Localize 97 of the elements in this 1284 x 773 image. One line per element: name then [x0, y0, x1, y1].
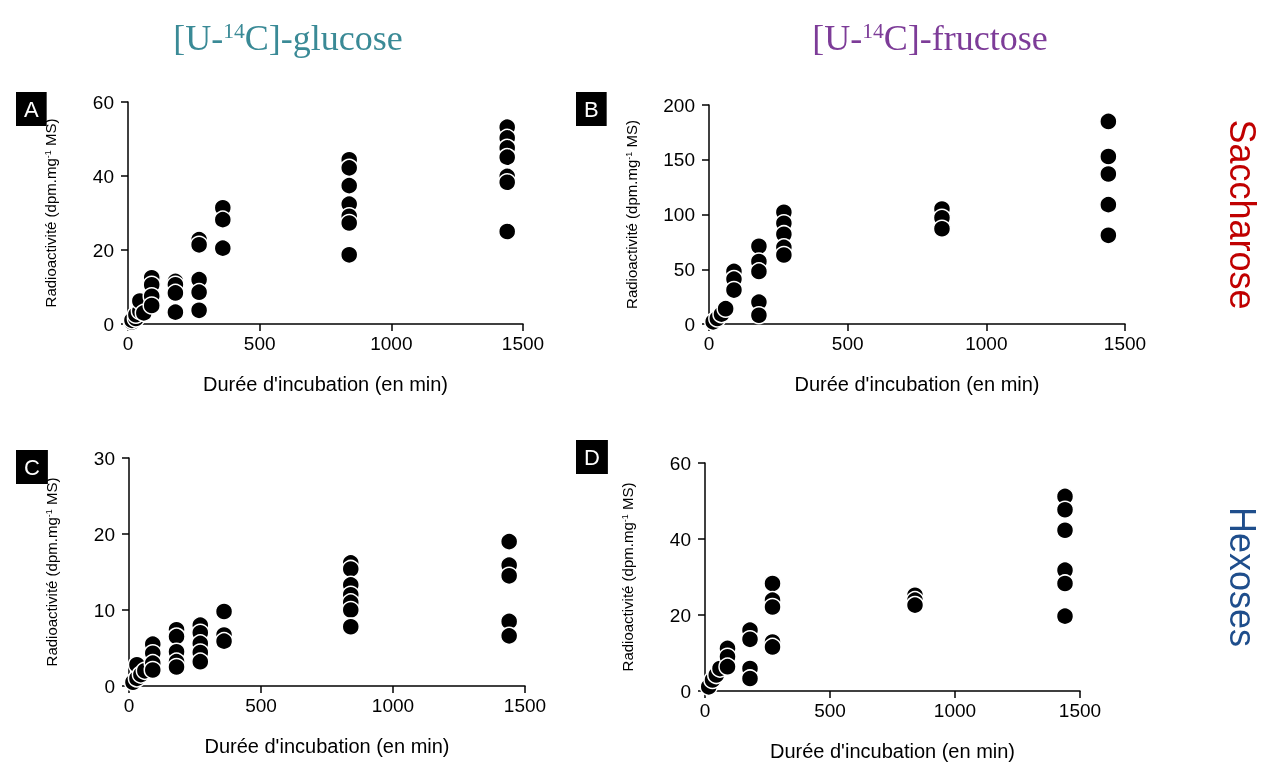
point [740, 669, 760, 688]
point [339, 245, 359, 265]
point [740, 630, 760, 649]
point [1055, 606, 1075, 626]
y-tick-label: 0 [104, 675, 115, 697]
point [339, 213, 359, 233]
point [763, 574, 782, 593]
point [191, 652, 210, 671]
x-tick-label: 0 [122, 333, 134, 354]
x-tick-label: 1500 [501, 333, 545, 354]
point [1099, 147, 1118, 166]
x-tick-label: 500 [243, 333, 276, 354]
y-tick-label: 20 [669, 604, 691, 626]
point [499, 566, 519, 586]
point [167, 657, 186, 677]
point [189, 235, 209, 255]
point [142, 296, 161, 315]
point [1055, 521, 1075, 540]
x-tick-label: 500 [831, 333, 864, 354]
point [763, 597, 782, 617]
y-tick-label: 0 [103, 313, 114, 335]
point [749, 305, 769, 325]
point [497, 173, 517, 192]
point [1099, 226, 1118, 245]
point [213, 238, 233, 258]
y-tick-label: 10 [93, 599, 115, 621]
text: Saccharose [1221, 119, 1263, 310]
point [749, 237, 769, 256]
point [1099, 164, 1118, 184]
x-tick-label: 1500 [1103, 333, 1147, 354]
y-tick-label: 50 [673, 258, 695, 280]
point [499, 626, 519, 646]
x-tick-label: 1000 [371, 695, 415, 716]
point [339, 176, 359, 195]
point [905, 595, 925, 615]
chart-title: C [24, 454, 40, 480]
point [214, 602, 234, 621]
point [774, 245, 794, 265]
y-tick-label: 0 [684, 313, 695, 335]
point [214, 631, 234, 651]
y-tick-label: 100 [663, 204, 695, 225]
x-tick-label: 1000 [370, 333, 413, 354]
x-tick-label: 0 [703, 333, 715, 354]
point [1099, 195, 1118, 214]
y-axis-title: Radioactivité (dpm.mg-1 MS) [43, 477, 60, 667]
point [213, 210, 233, 229]
point [499, 612, 519, 631]
point [189, 301, 209, 320]
chart-title: A [24, 96, 39, 122]
point [167, 627, 186, 646]
point [166, 302, 185, 322]
point [143, 660, 163, 680]
x-tick-label: 1000 [965, 333, 1008, 354]
point [1099, 112, 1118, 131]
y-tick-label: 150 [663, 149, 695, 171]
y-tick-label: 60 [669, 452, 691, 474]
x-axis-title: Durée d'incubation (en min) [202, 373, 449, 395]
x-axis-title: Durée d'incubation (en min) [204, 735, 450, 757]
point [1055, 574, 1075, 593]
text: Hexoses [1221, 506, 1263, 648]
x-tick-label: 1500 [503, 695, 547, 716]
point [497, 222, 517, 241]
point [1055, 500, 1075, 519]
y-tick-label: 20 [92, 239, 114, 261]
point [341, 559, 361, 579]
point [932, 219, 952, 238]
point [749, 262, 769, 281]
x-tick-label: 1500 [1058, 700, 1102, 721]
x-tick-label: 500 [245, 695, 277, 716]
point [341, 600, 361, 620]
point [724, 280, 744, 300]
y-axis-title: Radioactivité (dpm.mg-1 MS) [42, 118, 59, 308]
x-axis-title: Durée d'incubation (en min) [794, 373, 1040, 395]
x-tick-label: 0 [699, 700, 711, 721]
point [718, 657, 737, 676]
point [189, 282, 209, 302]
x-tick-label: 1000 [933, 700, 977, 721]
point [339, 158, 359, 178]
y-tick-label: 0 [680, 680, 691, 702]
y-tick-label: 200 [663, 94, 695, 116]
y-tick-label: 40 [669, 528, 691, 550]
y-tick-label: 60 [92, 91, 114, 113]
point [716, 299, 735, 318]
y-tick-label: 30 [93, 447, 115, 469]
chart-title: D [584, 444, 600, 470]
point [166, 283, 185, 303]
y-axis-title: Radioactivité (dpm.mg-1 MS) [619, 482, 636, 672]
y-tick-label: 20 [93, 523, 115, 545]
x-axis-title: Durée d'incubation (en min) [769, 740, 1016, 762]
point [763, 637, 782, 657]
point [341, 617, 361, 636]
x-tick-label: 0 [123, 695, 135, 716]
y-tick-label: 40 [92, 165, 114, 187]
x-tick-label: 500 [814, 700, 846, 721]
point [497, 147, 517, 167]
point [499, 532, 519, 551]
chart-title: B [584, 96, 599, 122]
